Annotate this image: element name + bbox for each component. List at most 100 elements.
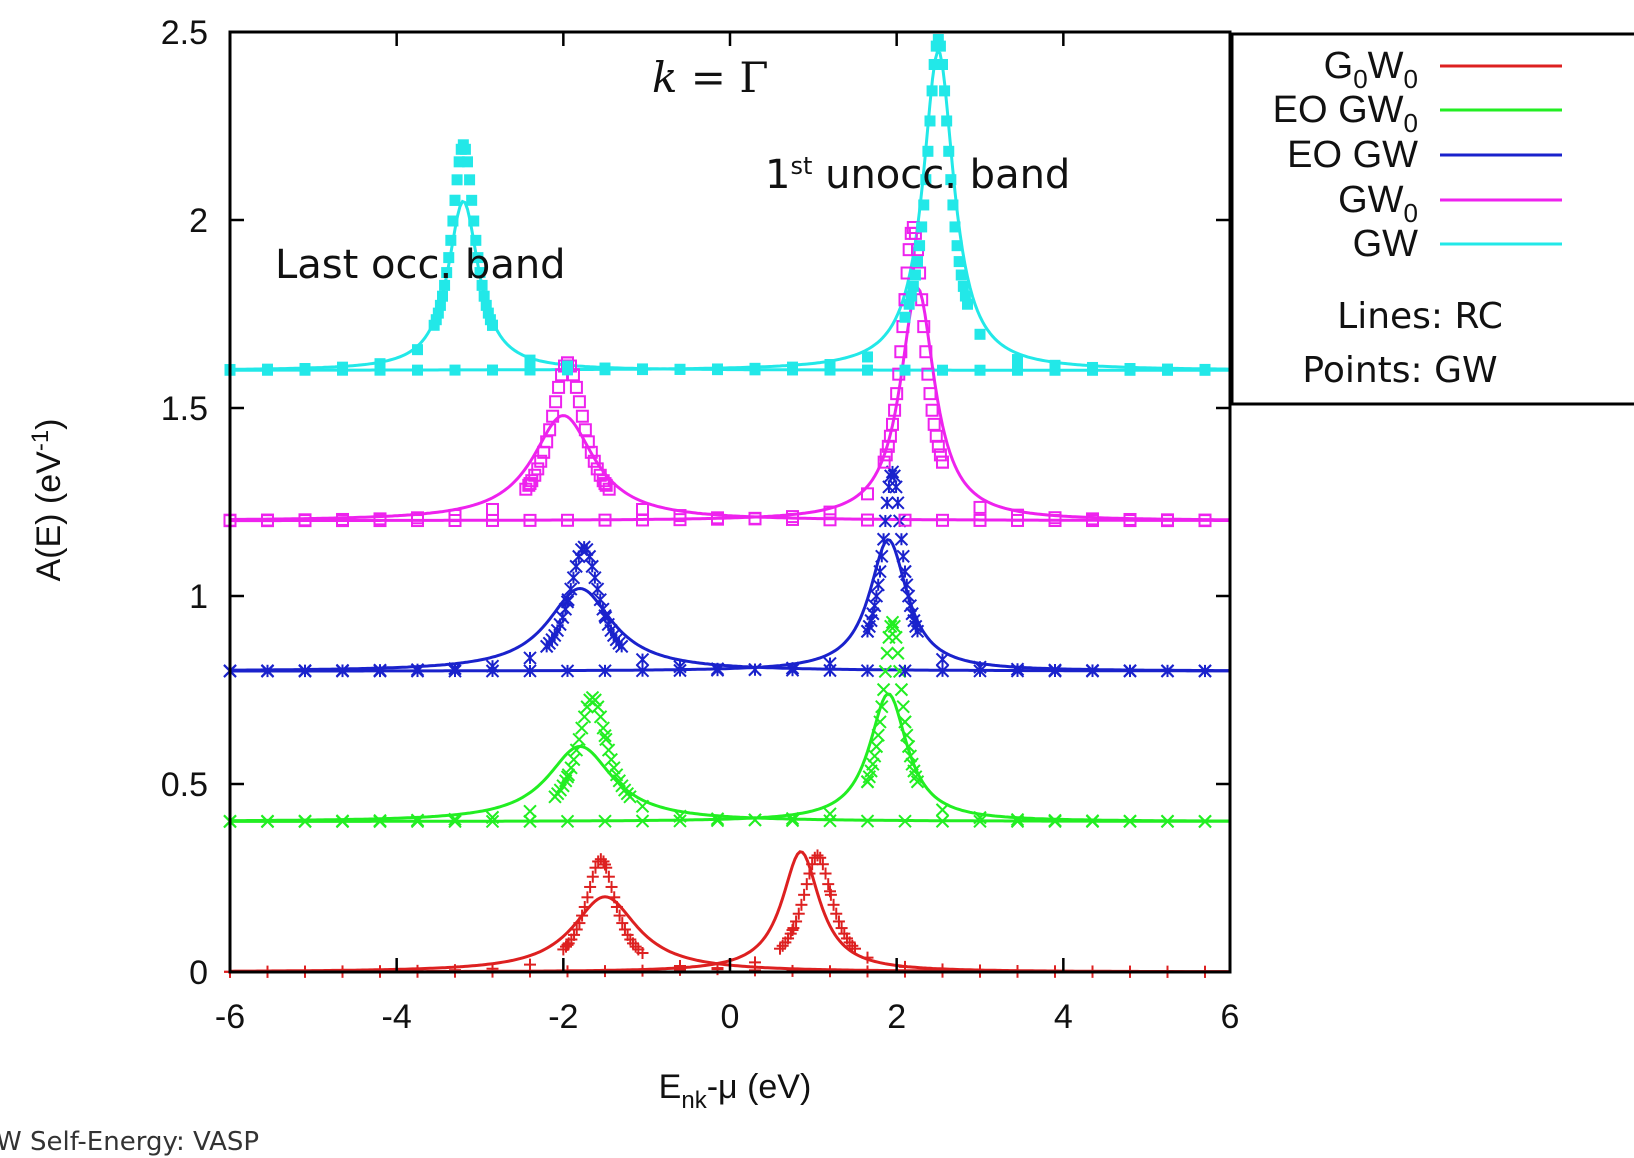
data-point	[876, 532, 891, 546]
data-point	[410, 814, 425, 829]
data-point	[891, 496, 905, 510]
data-point	[787, 361, 798, 373]
data-point	[876, 682, 891, 697]
data-point	[894, 532, 909, 546]
data-point	[889, 630, 903, 645]
data-point	[540, 435, 554, 449]
data-point	[447, 215, 459, 227]
y-axis-title: A(E) (eV-1)	[27, 418, 68, 581]
data-point	[939, 85, 951, 97]
data-point	[861, 951, 874, 964]
data-point	[451, 174, 463, 186]
data-point	[261, 514, 274, 528]
y-tick-label: 0	[189, 954, 208, 992]
data-point	[1160, 664, 1175, 678]
data-point	[947, 199, 959, 211]
data-point	[335, 814, 350, 829]
data-point	[908, 226, 922, 240]
data-point	[600, 861, 613, 874]
data-point	[1198, 513, 1212, 527]
data-point	[861, 513, 874, 527]
data-point	[635, 814, 650, 828]
data-point	[439, 279, 451, 291]
data-point	[412, 364, 423, 376]
data-point	[594, 853, 607, 866]
data-point	[564, 761, 578, 775]
data-point	[608, 891, 621, 904]
data-point	[584, 445, 598, 459]
x-tick-label: 6	[1221, 998, 1240, 1036]
data-point	[974, 964, 986, 977]
rc-curve	[230, 538, 1230, 673]
data-point	[466, 194, 478, 206]
data-point	[898, 664, 912, 678]
data-point	[894, 345, 908, 359]
data-point	[610, 900, 623, 913]
data-point	[795, 898, 808, 911]
data-point	[890, 387, 904, 401]
data-point	[914, 240, 926, 252]
rc-curve	[229, 744, 1230, 823]
data-point	[373, 514, 387, 528]
data-point	[1012, 364, 1023, 376]
data-point	[464, 174, 476, 186]
data-point	[887, 469, 901, 483]
data-point	[374, 358, 386, 370]
data-point	[470, 234, 482, 246]
data-point	[949, 221, 961, 233]
data-point	[830, 907, 843, 920]
data-point	[260, 814, 275, 829]
data-point	[602, 482, 616, 496]
data-point	[587, 454, 601, 468]
data-point	[673, 809, 687, 823]
data-point	[919, 345, 933, 359]
y-tick-label: 2.5	[161, 14, 208, 52]
data-point	[632, 943, 645, 956]
data-point	[558, 602, 573, 616]
data-point	[562, 364, 573, 376]
data-point	[823, 513, 837, 527]
data-point	[899, 364, 911, 376]
data-point	[896, 549, 910, 564]
data-point	[1160, 814, 1175, 828]
data-point	[973, 660, 987, 674]
data-point	[523, 513, 537, 527]
data-point	[910, 624, 925, 639]
data-point	[873, 564, 887, 579]
data-point	[260, 664, 275, 678]
data-point	[636, 513, 649, 527]
data-point	[710, 812, 725, 826]
data-point	[933, 448, 947, 462]
data-point	[903, 598, 918, 613]
data-point	[1010, 662, 1025, 676]
data-point	[798, 888, 811, 901]
data-point	[862, 351, 873, 363]
data-point	[599, 478, 613, 492]
data-point	[560, 664, 575, 678]
data-point	[487, 319, 498, 331]
data-point	[523, 814, 537, 829]
data-point	[606, 628, 621, 643]
data-point	[629, 940, 642, 953]
data-point	[835, 922, 848, 935]
data-point	[1010, 814, 1025, 829]
data-point	[774, 942, 786, 955]
data-point	[298, 514, 312, 528]
data-point	[823, 505, 837, 519]
data-point	[523, 804, 537, 819]
data-point	[871, 578, 885, 592]
data-point	[900, 578, 914, 592]
data-point	[374, 364, 386, 376]
data-point	[1198, 814, 1212, 828]
data-point	[962, 298, 973, 310]
data-point	[935, 803, 950, 817]
data-point	[792, 907, 805, 920]
data-point	[916, 221, 928, 233]
data-point	[337, 364, 348, 376]
data-point	[582, 549, 597, 564]
data-point	[1198, 664, 1212, 678]
x-tick-label: 2	[887, 998, 906, 1036]
data-point	[1011, 508, 1024, 522]
data-point	[598, 513, 612, 527]
